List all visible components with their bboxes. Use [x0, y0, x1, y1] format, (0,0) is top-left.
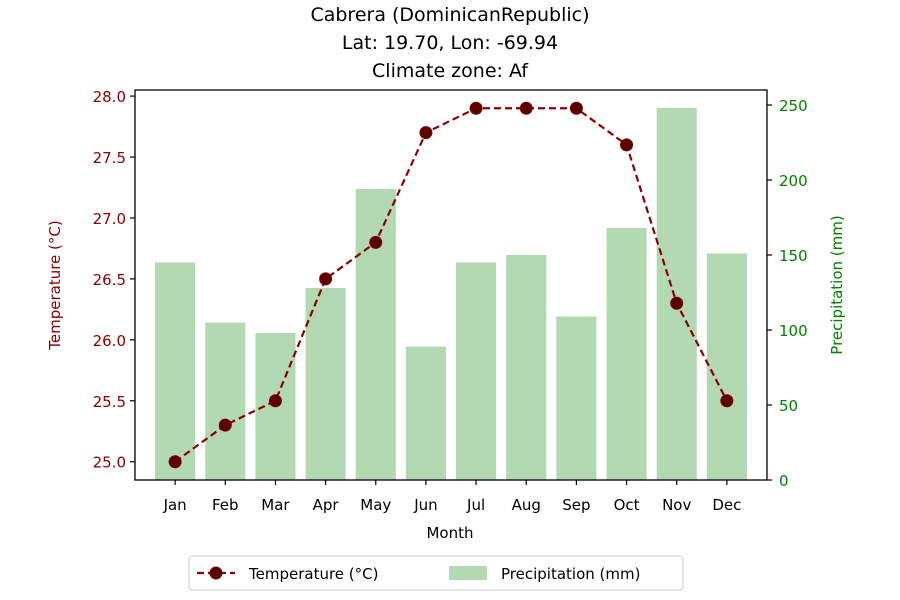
left-tick-label: 25.0	[93, 454, 126, 472]
right-axis-ticks: 0 50 100 150 200 250	[767, 97, 808, 490]
left-tick-label: 26.5	[93, 271, 126, 289]
right-tick-label: 100	[779, 322, 808, 340]
temperature-point	[218, 418, 232, 432]
precipitation-bar	[155, 262, 196, 480]
temperature-point	[670, 296, 684, 310]
temperature-point	[419, 126, 433, 140]
precipitation-bar	[656, 108, 697, 480]
x-tick-label: Aug	[512, 496, 541, 514]
precipitation-bar	[205, 322, 246, 480]
x-tick-label: May	[360, 496, 391, 514]
x-tick-label: Jul	[466, 496, 485, 514]
temperature-series	[168, 101, 734, 469]
left-axis-ticks: 25.0 25.5 26.0 26.5 27.0 27.5 28.0	[93, 88, 135, 472]
temperature-point	[569, 101, 583, 115]
precipitation-bar	[556, 316, 597, 480]
x-tick-label: Feb	[212, 496, 239, 514]
legend: Temperature (°C) Precipitation (mm)	[188, 555, 684, 591]
temperature-point	[319, 272, 333, 286]
right-tick-label: 0	[779, 472, 789, 490]
x-tick-label: Oct	[614, 496, 640, 514]
x-tick-label: Jun	[413, 496, 437, 514]
right-tick-label: 150	[779, 247, 808, 265]
temperature-point	[469, 101, 483, 115]
precipitation-bars	[155, 108, 747, 480]
temperature-point	[168, 455, 182, 469]
plot-frame	[134, 89, 768, 481]
x-axis-label: Month	[426, 524, 473, 542]
precipitation-bar	[355, 189, 396, 480]
chart-title-line: Cabrera (DominicanRepublic)	[310, 4, 589, 26]
legend-precipitation-swatch	[449, 566, 487, 580]
left-tick-label: 27.0	[93, 210, 126, 228]
left-tick-label: 25.5	[93, 393, 126, 411]
right-tick-label: 50	[779, 397, 798, 415]
precipitation-bar	[456, 262, 497, 480]
temperature-point	[519, 101, 533, 115]
x-tick-label: Dec	[712, 496, 741, 514]
temperature-point	[720, 394, 734, 408]
precipitation-bar	[305, 288, 346, 480]
left-tick-label: 27.5	[93, 149, 126, 167]
right-tick-label: 200	[779, 172, 808, 190]
x-tick-label: Mar	[261, 496, 290, 514]
x-tick-label: Nov	[662, 496, 691, 514]
right-tick-label: 250	[779, 97, 808, 115]
x-tick-label: Jan	[163, 496, 187, 514]
temperature-point	[268, 394, 282, 408]
legend-box	[188, 555, 684, 591]
legend-temperature-label: Temperature (°C)	[248, 565, 378, 583]
precipitation-bar	[405, 346, 446, 480]
precipitation-bar	[506, 255, 547, 480]
left-tick-label: 28.0	[93, 88, 126, 106]
precipitation-bar	[706, 253, 747, 480]
x-tick-label: Apr	[313, 496, 340, 514]
temperature-point	[369, 235, 383, 249]
chart-title-line: Lat: 19.70, Lon: -69.94	[342, 32, 558, 54]
legend-temperature-marker	[209, 566, 223, 580]
right-axis-label: Precipitation (mm)	[828, 215, 846, 354]
precipitation-bar	[606, 228, 647, 480]
legend-precipitation-label: Precipitation (mm)	[501, 565, 640, 583]
left-tick-label: 26.0	[93, 332, 126, 350]
chart-title-line: Climate zone: Af	[372, 60, 529, 82]
chart-title: Cabrera (DominicanRepublic) Lat: 19.70, L…	[310, 4, 589, 82]
x-axis-ticks: Jan Feb Mar Apr May Jun Jul Aug Sep Oct Nov Dec	[163, 480, 741, 514]
chart-axes	[134, 89, 768, 481]
x-tick-label: Sep	[562, 496, 590, 514]
left-axis-label: Temperature (°C)	[46, 220, 64, 350]
temperature-point	[620, 138, 634, 152]
